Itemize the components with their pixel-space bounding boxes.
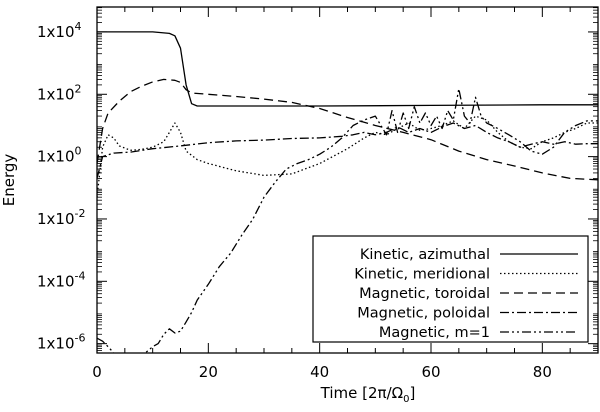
series-line-4 — [97, 122, 598, 179]
y-tick-label: 1x102 — [37, 82, 82, 103]
data-series — [97, 31, 598, 353]
y-tick-label: 1x104 — [37, 20, 82, 41]
series-line-2 — [97, 115, 598, 198]
legend-label: Kinetic, meridional — [354, 267, 490, 283]
x-tick-label: 20 — [199, 363, 218, 381]
y-tick-label: 1x10-2 — [37, 207, 85, 228]
x-tick-label: 0 — [92, 363, 102, 381]
series-line-3 — [97, 78, 598, 181]
y-tick-label: 1x10-6 — [37, 332, 85, 353]
series-line-5 — [97, 88, 598, 353]
y-tick-labels: 1x104 1x102 1x100 1x10-2 1x10-4 1x10-6 — [37, 20, 85, 353]
x-tick-label: 40 — [310, 363, 329, 381]
x-tick-labels: 0 20 40 60 80 — [92, 363, 552, 381]
x-tick-label: 80 — [533, 363, 552, 381]
legend-label: Kinetic, azimuthal — [360, 247, 490, 263]
y-tick-label: 1x100 — [37, 145, 82, 166]
x-axis-label-sub: 0 — [403, 394, 409, 405]
legend: Kinetic, azimuthal Kinetic, meridional Mag… — [312, 235, 589, 343]
axis-ticks — [96, 7, 599, 353]
x-tick-label: 60 — [421, 363, 440, 381]
x-axis-label-close: ] — [409, 384, 415, 402]
legend-label: Magnetic, poloidal — [357, 306, 490, 322]
x-axis-label-main: Time [2π/Ω — [320, 384, 403, 402]
x-axis-label: Time [2π/Ω0] — [320, 384, 416, 405]
legend-label: Magnetic, toroidal — [359, 286, 490, 302]
y-axis-label: Energy — [0, 154, 18, 207]
series-line-1 — [97, 31, 598, 107]
y-tick-label: 1x10-4 — [37, 269, 85, 290]
legend-label: Magnetic, m=1 — [379, 325, 490, 341]
